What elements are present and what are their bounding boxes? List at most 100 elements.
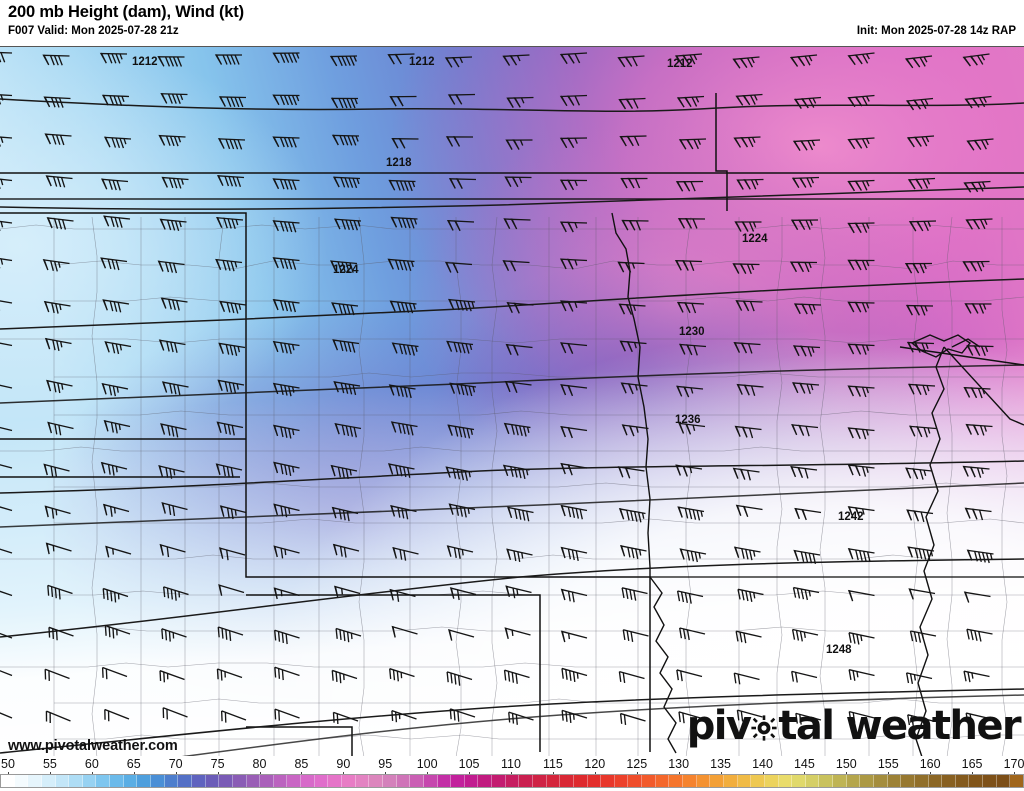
colorbar-segment bbox=[410, 775, 424, 787]
contour-label: 1242 bbox=[838, 511, 864, 523]
colorbar-segment bbox=[478, 775, 493, 787]
wind-barb bbox=[220, 710, 247, 723]
colorbar-tick-label: 95 bbox=[378, 757, 393, 771]
wind-barb bbox=[330, 260, 358, 273]
colorbar-segment bbox=[860, 775, 874, 787]
colorbar-segment bbox=[519, 775, 533, 787]
wind-barb bbox=[962, 260, 990, 272]
county-line bbox=[0, 662, 1024, 668]
wind-barb bbox=[909, 630, 937, 643]
colorbar-segment bbox=[710, 775, 724, 787]
wind-barb bbox=[908, 425, 937, 438]
colorbar-segment bbox=[328, 775, 343, 787]
wind-barb bbox=[48, 626, 74, 641]
wind-barb bbox=[390, 421, 418, 436]
wind-barb bbox=[100, 178, 129, 191]
wind-barb bbox=[218, 584, 245, 596]
wind-barb bbox=[218, 342, 246, 356]
wind-barb bbox=[161, 381, 189, 396]
wind-barb bbox=[618, 303, 646, 315]
county-line bbox=[0, 338, 1024, 344]
wind-barb-field bbox=[0, 51, 994, 727]
colorbar-segment bbox=[260, 775, 274, 787]
wind-barb bbox=[618, 97, 646, 110]
wind-barb bbox=[272, 94, 300, 106]
county-line bbox=[776, 217, 783, 757]
wind-barb bbox=[906, 509, 934, 523]
wind-barb bbox=[618, 670, 645, 684]
wind-barb bbox=[104, 341, 132, 355]
wind-barb bbox=[218, 96, 247, 108]
colorbar-segment bbox=[110, 775, 124, 787]
colorbar-tick-label: 105 bbox=[458, 757, 480, 771]
wind-barb bbox=[272, 382, 300, 397]
wind-barb bbox=[215, 258, 243, 272]
wind-barb bbox=[332, 176, 361, 189]
wind-barb bbox=[790, 219, 819, 231]
wind-barb bbox=[272, 299, 300, 313]
wind-barb bbox=[504, 627, 531, 640]
colorbar-tick-label: 70 bbox=[168, 757, 183, 771]
contour-label: 1218 bbox=[386, 157, 412, 169]
weather-map-canvas[interactable]: .county{fill:none;stroke:#5a5a66;stroke-… bbox=[0, 46, 1024, 757]
wind-barb bbox=[734, 425, 762, 439]
wind-barb bbox=[908, 220, 937, 232]
wind-barb bbox=[964, 507, 992, 521]
wind-barb bbox=[272, 52, 300, 64]
wind-barb bbox=[791, 382, 820, 395]
colorbar-segment bbox=[996, 775, 1011, 787]
wind-barb bbox=[736, 178, 764, 190]
wind-barb bbox=[103, 419, 131, 434]
wind-barb bbox=[272, 178, 300, 191]
wind-barb bbox=[963, 670, 990, 683]
colorbar-segment bbox=[833, 775, 847, 787]
colorbar-segment bbox=[642, 775, 656, 787]
wind-barb bbox=[0, 297, 13, 311]
wind-barb bbox=[791, 628, 819, 642]
colorbar-segment bbox=[369, 775, 383, 787]
colorbar-segment bbox=[696, 775, 711, 787]
wind-barb bbox=[847, 343, 875, 355]
wind-barb bbox=[45, 175, 73, 188]
wind-barb bbox=[848, 669, 875, 681]
wind-barb bbox=[105, 545, 132, 558]
wind-barb bbox=[505, 585, 532, 599]
wind-barb bbox=[104, 624, 131, 639]
wind-barb bbox=[847, 179, 875, 192]
wind-barb bbox=[676, 95, 705, 108]
wind-barb bbox=[389, 668, 415, 682]
contour-label: 1230 bbox=[679, 326, 705, 338]
wind-barb bbox=[559, 221, 588, 233]
wind-barb bbox=[504, 176, 532, 188]
wind-barb bbox=[506, 302, 534, 314]
wind-barb bbox=[964, 95, 992, 109]
wind-barb bbox=[561, 667, 588, 683]
colorbar-tick-label: 170 bbox=[1003, 757, 1024, 771]
colorbar-tick-label: 65 bbox=[126, 757, 141, 771]
wind-barb bbox=[735, 504, 763, 518]
wind-barb bbox=[272, 340, 300, 355]
wind-barb bbox=[216, 421, 244, 436]
wind-barb bbox=[560, 588, 588, 603]
county-line bbox=[54, 482, 1024, 488]
wind-barb bbox=[43, 463, 70, 478]
wind-barb bbox=[391, 710, 417, 723]
wind-barb bbox=[46, 217, 74, 230]
wind-barb bbox=[389, 588, 416, 602]
wind-barb bbox=[966, 345, 994, 357]
colorbar-tick-label: 130 bbox=[668, 757, 690, 771]
wind-barb bbox=[448, 178, 477, 189]
wind-barb bbox=[559, 300, 588, 312]
contour-label: 1248 bbox=[826, 644, 852, 656]
wind-barb bbox=[560, 462, 588, 476]
contour-label: 1212 bbox=[132, 56, 158, 68]
county-boundaries bbox=[0, 216, 1024, 757]
wind-barb bbox=[160, 423, 187, 438]
wind-barb bbox=[158, 465, 185, 479]
wind-barb bbox=[103, 215, 131, 228]
wind-barb bbox=[392, 546, 419, 561]
colorbar[interactable]: 50 55 60 65 70 75 80 85 90 95 100 105 110 115 120 125 13… bbox=[0, 756, 1024, 791]
colorbar-segment bbox=[151, 775, 165, 787]
wind-barb bbox=[446, 340, 474, 354]
wind-barb bbox=[335, 627, 362, 643]
